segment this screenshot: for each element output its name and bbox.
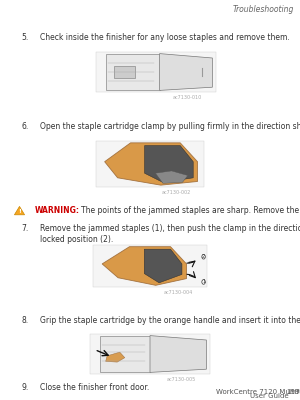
Text: 5.: 5. (21, 33, 28, 42)
FancyBboxPatch shape (96, 52, 216, 92)
FancyBboxPatch shape (106, 54, 160, 90)
Text: 9.: 9. (21, 383, 28, 392)
Polygon shape (14, 206, 25, 215)
Text: 6.: 6. (21, 122, 28, 131)
Text: Check inside the finisher for any loose staples and remove them.: Check inside the finisher for any loose … (40, 33, 290, 42)
Polygon shape (150, 336, 206, 372)
Text: 199: 199 (286, 389, 300, 395)
Polygon shape (105, 143, 197, 185)
Circle shape (202, 254, 205, 259)
Polygon shape (160, 54, 212, 90)
Text: 8.: 8. (21, 316, 28, 325)
Text: The points of the jammed staples are sharp. Remove the jammed staples carefully.: The points of the jammed staples are sha… (81, 206, 300, 215)
Text: Close the finisher front door.: Close the finisher front door. (40, 383, 150, 392)
Polygon shape (102, 247, 187, 285)
Text: Troubleshooting: Troubleshooting (232, 5, 294, 14)
Text: !: ! (18, 209, 21, 214)
FancyBboxPatch shape (93, 245, 207, 287)
Text: 7.: 7. (21, 224, 28, 233)
Text: ac7130-004: ac7130-004 (164, 290, 193, 295)
Text: Remove the jammed staples (1), then push the clamp in the direction shown until : Remove the jammed staples (1), then push… (40, 224, 300, 233)
Polygon shape (106, 352, 125, 362)
FancyBboxPatch shape (100, 336, 150, 372)
Text: Open the staple cartridge clamp by pulling firmly in the direction shown.: Open the staple cartridge clamp by pulli… (40, 122, 300, 131)
FancyBboxPatch shape (96, 141, 204, 187)
Text: ac7130-002: ac7130-002 (162, 190, 191, 195)
Polygon shape (145, 146, 193, 182)
FancyBboxPatch shape (90, 334, 210, 374)
Text: ac7130-010: ac7130-010 (172, 95, 202, 100)
Text: Grip the staple cartridge by the orange handle and insert it into the stapler un: Grip the staple cartridge by the orange … (40, 316, 300, 325)
Text: locked position (2).: locked position (2). (40, 235, 114, 244)
Text: 1: 1 (202, 280, 205, 284)
Polygon shape (144, 249, 182, 283)
Circle shape (202, 280, 205, 284)
Text: WorkCentre 7120 Multifunction Printer: WorkCentre 7120 Multifunction Printer (216, 389, 300, 395)
Text: 2: 2 (202, 254, 205, 259)
Text: User Guide: User Guide (250, 393, 289, 399)
FancyBboxPatch shape (114, 66, 135, 78)
Polygon shape (155, 171, 188, 183)
Text: ac7130-005: ac7130-005 (166, 377, 196, 382)
Text: WARNING:: WARNING: (34, 206, 80, 215)
